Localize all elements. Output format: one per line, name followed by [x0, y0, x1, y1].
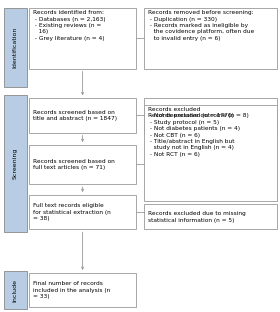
FancyBboxPatch shape [144, 105, 277, 201]
Text: Records excluded
 - Not depressive outcome (n = 8)
 - Study protocol (n = 5)
 - : Records excluded - Not depressive outcom… [148, 107, 248, 157]
Text: Records screened based on
title and abstract (n = 1847): Records screened based on title and abst… [33, 110, 117, 121]
Text: Screening: Screening [13, 148, 18, 179]
FancyBboxPatch shape [144, 204, 277, 229]
FancyBboxPatch shape [144, 98, 277, 133]
FancyBboxPatch shape [29, 145, 136, 184]
FancyBboxPatch shape [29, 195, 136, 229]
Text: Full text records eligible
for statistical extraction (n
= 38): Full text records eligible for statistic… [33, 203, 111, 221]
Text: Records identified from:
 - Databases (n = 2,163)
 - Existing reviews (n =
   16: Records identified from: - Databases (n … [33, 10, 105, 41]
FancyBboxPatch shape [29, 273, 136, 307]
FancyBboxPatch shape [29, 98, 136, 133]
FancyBboxPatch shape [144, 8, 277, 69]
Text: Records screened based on
full text articles (n = 71): Records screened based on full text arti… [33, 159, 115, 170]
Text: Include: Include [13, 279, 18, 302]
FancyBboxPatch shape [4, 8, 27, 87]
Text: Records removed before screening:
 - Duplication (n = 330)
 - Records marked as : Records removed before screening: - Dupl… [148, 10, 254, 41]
Text: Final number of records
included in the analysis (n
= 33): Final number of records included in the … [33, 281, 110, 299]
Text: Records excluded (n = 1776): Records excluded (n = 1776) [148, 113, 234, 118]
FancyBboxPatch shape [29, 8, 136, 69]
Text: Identification: Identification [13, 27, 18, 68]
FancyBboxPatch shape [4, 95, 27, 232]
FancyBboxPatch shape [4, 271, 27, 309]
Text: Records excluded due to missing
statistical information (n = 5): Records excluded due to missing statisti… [148, 211, 245, 222]
